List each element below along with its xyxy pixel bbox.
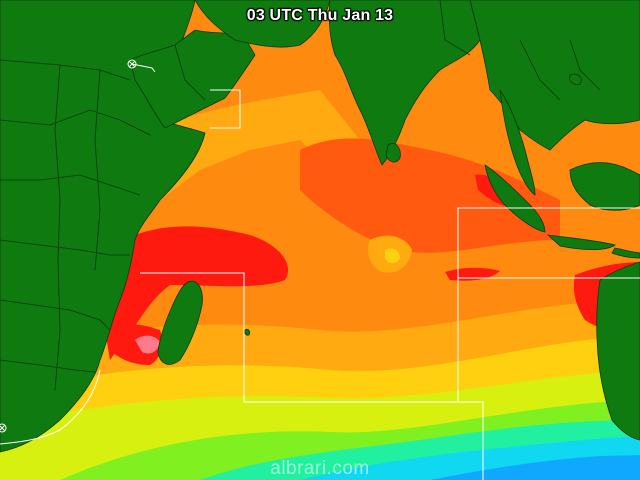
- marker-south-africa-x: [0, 424, 6, 432]
- band-hot-strip: [445, 267, 500, 281]
- outline-region-south: [458, 401, 484, 480]
- border-africa-7: [54, 64, 61, 391]
- marker-south-africa: [0, 423, 7, 433]
- band-hot-madagascar: [110, 324, 162, 365]
- band-pink-spot: [135, 335, 160, 354]
- outline-south-africa: [0, 369, 101, 445]
- region-outlines: [0, 63, 640, 480]
- border-africa-1: [0, 59, 131, 81]
- land-malay-peninsula: [499, 89, 536, 196]
- land-hainan: [569, 73, 582, 85]
- land-india: [328, 0, 481, 166]
- outline-region-west: [140, 272, 458, 403]
- border-africa-3: [0, 174, 141, 196]
- border-africa-5: [0, 299, 111, 331]
- land-sumatra: [484, 164, 546, 233]
- outline-gulf: [210, 89, 241, 129]
- outline-red-sea-marker: [131, 63, 156, 73]
- marker-red-sea: [127, 59, 137, 69]
- border-africa-8: [94, 69, 101, 271]
- land-lesser-sunda: [611, 247, 640, 259]
- border-arabia-1: [174, 44, 206, 101]
- land-sri-lanka: [385, 143, 401, 163]
- land-persia: [194, 0, 331, 48]
- outline-region-east: [457, 207, 640, 402]
- band-yellow-eddy: [385, 248, 400, 264]
- land-southeast-asia: [469, 0, 640, 151]
- land-masses: [0, 0, 640, 453]
- band-orange-north: [150, 90, 360, 200]
- border-sea-2: [569, 39, 601, 91]
- land-java: [546, 234, 616, 251]
- band-hot-west: [105, 226, 289, 360]
- country-borders: [0, 0, 601, 391]
- marker-red-sea-x: [128, 60, 136, 68]
- map-markers: [0, 59, 137, 433]
- border-india-1: [439, 0, 471, 56]
- land-mauritius: [244, 328, 251, 336]
- land-borneo: [569, 162, 640, 211]
- border-africa-6: [0, 359, 96, 373]
- border-africa-4: [0, 239, 130, 256]
- watermark: albrari.com: [270, 458, 370, 479]
- map-title: 03 UTC Thu Jan 13: [246, 7, 394, 24]
- land-madagascar: [157, 280, 203, 365]
- border-sea-1: [519, 39, 561, 101]
- land-australia: [596, 261, 640, 441]
- band-hot-center: [300, 138, 560, 253]
- border-africa-2: [0, 109, 151, 136]
